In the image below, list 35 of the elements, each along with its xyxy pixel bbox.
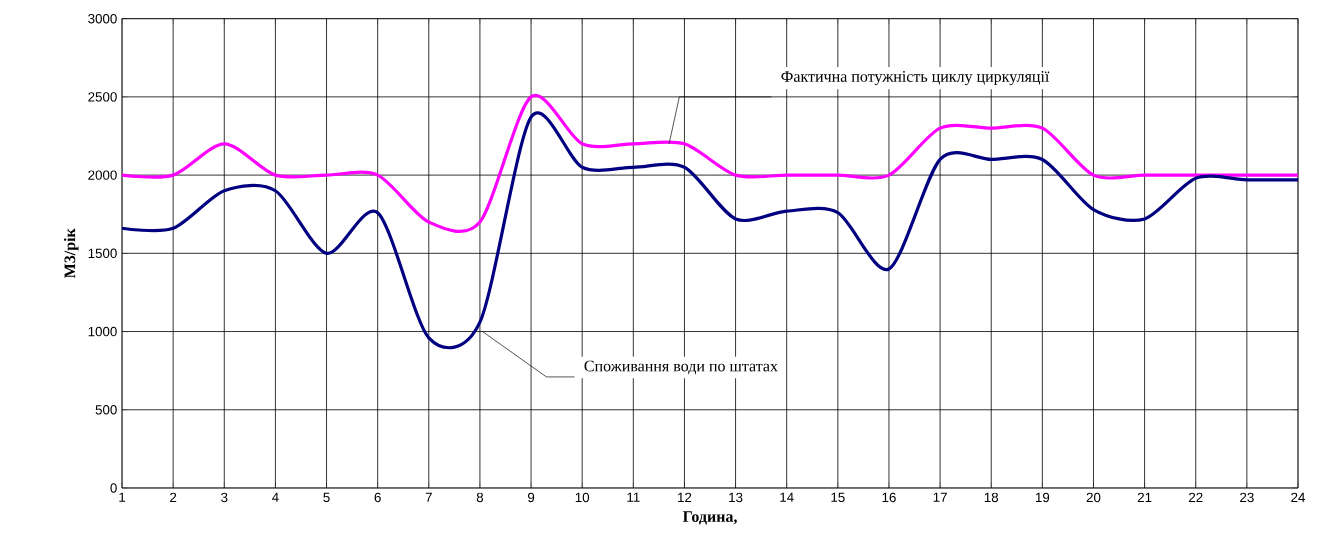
x-tick-label: 11 [627,492,640,502]
x-tick-label: 17 [933,492,947,502]
text: Споживання води по штатах [584,360,778,375]
x-tick-label: 16 [882,492,896,503]
x-tick-label: 14 [780,492,794,502]
x-tick-label: 1 [119,492,126,502]
x-tick-label: 23 [1240,492,1254,503]
x-tick-label: 19 [1035,492,1050,503]
x-tick-label: 18 [984,492,999,503]
x-tick-label: 2 [170,492,177,502]
x-tick-label: 15 [831,492,845,502]
x-tick-label: 3 [221,492,228,503]
x-tick-label: 7 [425,492,432,502]
x-tick-label: 12 [678,492,692,502]
x-tick-label: 20 [1086,492,1101,503]
x-tick-label: 22 [1188,492,1203,502]
y-tick-label: 2500 [88,92,117,102]
y-tick-label: 1500 [88,248,117,259]
y-tick-label: 1000 [88,326,117,337]
x-tick-label: 5 [323,492,330,502]
y-tick-label: 500 [95,405,117,415]
y-axis-title: М3/рік [63,228,79,279]
text: Фактична потужність циклу циркуляції [781,71,1050,86]
x-tick-label: 10 [575,492,590,503]
x-tick-label: 8 [476,492,484,503]
x-tick-label: 21 [1137,492,1152,502]
x-tick-label: 9 [527,492,535,503]
y-tick-label: 2000 [88,170,117,180]
x-tick-label: 4 [272,492,279,502]
x-tick-label: 13 [729,492,743,503]
x-tick-label: 24 [1291,492,1306,502]
x-tick-label: 6 [374,492,381,503]
x-axis-title: Година, [682,511,737,525]
y-tick-label: 0 [110,483,117,493]
y-tick-label: 3000 [88,13,117,24]
